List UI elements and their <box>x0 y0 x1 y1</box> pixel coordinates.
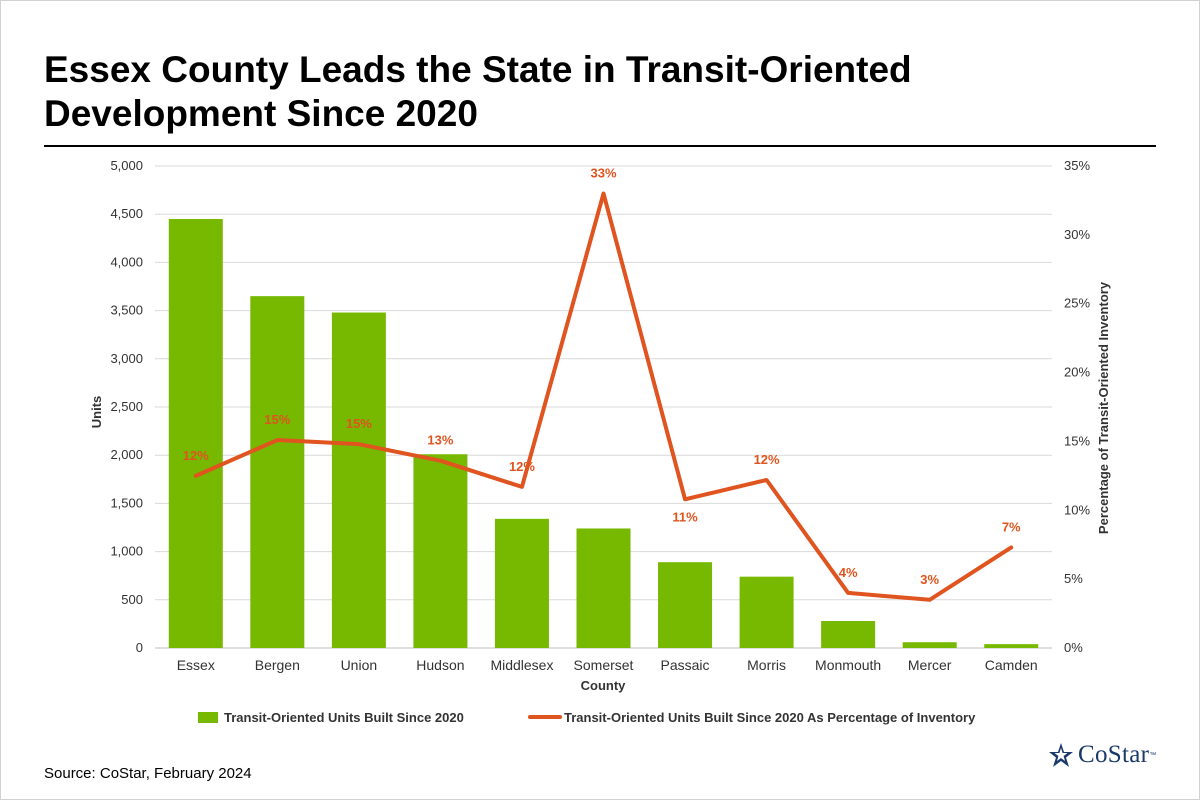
title-divider <box>44 145 1156 147</box>
costar-logo: CoStar ™ <box>1048 738 1156 772</box>
category-label: Middlesex <box>490 657 553 673</box>
y-tick-label: 2,000 <box>110 447 143 462</box>
y-tick-label: 3,000 <box>110 351 143 366</box>
bar-somerset <box>576 528 631 648</box>
bar-essex <box>168 219 223 648</box>
category-label: Essex <box>177 657 215 673</box>
y-tick-label: 3,500 <box>110 303 143 318</box>
y-tick-label: 4,500 <box>110 206 143 221</box>
category-label: Union <box>341 657 378 673</box>
bar-morris <box>739 576 794 648</box>
y2-tick-label: 5% <box>1064 571 1083 586</box>
y-axis-label: Units <box>89 396 104 429</box>
y-tick-label: 1,000 <box>110 544 143 559</box>
y2-tick-label: 10% <box>1064 502 1090 517</box>
line-data-label: 33% <box>590 166 616 181</box>
line-series <box>193 191 1014 602</box>
y-tick-label: 2,500 <box>110 399 143 414</box>
line-data-label: 12% <box>509 459 535 474</box>
logo-trademark: ™ <box>1149 751 1157 759</box>
legend-swatch-bars <box>198 712 218 723</box>
line-data-labels: 12% 15% 15% 13% 12% 33% 11% 12% 4% 3% 7% <box>183 166 1021 587</box>
category-label: Passaic <box>661 657 710 673</box>
y-tick-label: 5,000 <box>110 158 143 173</box>
line-data-label: 13% <box>427 433 453 448</box>
line-data-label: 7% <box>1002 519 1021 534</box>
category-label: Morris <box>747 657 786 673</box>
y-axis-ticks: 0 500 1,000 1,500 2,000 2,500 3,000 3,500 4,000 4… <box>110 158 143 655</box>
percentage-line <box>193 191 1014 602</box>
bar-mercer <box>902 642 957 648</box>
line-data-label: 12% <box>754 452 780 467</box>
y2-tick-label: 35% <box>1064 158 1090 173</box>
legend: Transit-Oriented Units Built Since 2020 … <box>198 710 976 725</box>
y2-tick-label: 30% <box>1064 227 1090 242</box>
category-label: Monmouth <box>815 657 881 673</box>
chart-title: Essex County Leads the State in Transit-… <box>44 49 912 134</box>
y2-tick-label: 20% <box>1064 365 1090 380</box>
category-label: Somerset <box>574 657 634 673</box>
y-tick-label: 1,500 <box>110 495 143 510</box>
bar-monmouth <box>821 621 876 648</box>
bar-passaic <box>658 562 713 648</box>
y-tick-label: 0 <box>136 640 143 655</box>
line-data-label: 12% <box>183 448 209 463</box>
x-axis-categories: Essex Bergen Union Hudson Middlesex Somerset P… <box>177 657 1038 673</box>
bar-union <box>331 312 386 648</box>
bar-bergen <box>250 296 305 648</box>
bar-hudson <box>413 454 468 648</box>
bar-middlesex <box>494 518 549 648</box>
y2-axis-label: Percentage of Transit-Oriented Inventory <box>1096 281 1111 534</box>
y-tick-label: 4,000 <box>110 254 143 269</box>
source-note: Source: CoStar, February 2024 <box>44 765 252 782</box>
category-label: Hudson <box>416 657 464 673</box>
star-icon <box>1049 743 1073 767</box>
line-data-label: 11% <box>672 509 698 524</box>
line-data-label: 4% <box>839 565 858 580</box>
y2-axis-ticks: 0% 5% 10% 15% 20% 25% 30% 35% <box>1064 158 1090 655</box>
category-label: Camden <box>985 657 1038 673</box>
y2-tick-label: 0% <box>1064 640 1083 655</box>
logo-wordmark: CoStar <box>1078 741 1150 768</box>
legend-label-line: Transit-Oriented Units Built Since 2020 … <box>564 710 976 725</box>
line-data-label: 15% <box>346 416 372 431</box>
y2-tick-label: 15% <box>1064 433 1090 448</box>
line-data-label: 15% <box>264 412 290 427</box>
legend-label-bars: Transit-Oriented Units Built Since 2020 <box>224 710 464 725</box>
bar-camden <box>984 644 1039 648</box>
line-data-label: 3% <box>920 572 939 587</box>
x-axis-label: County <box>581 678 627 693</box>
category-label: Mercer <box>908 657 952 673</box>
bar-series <box>168 219 1039 648</box>
category-label: Bergen <box>255 657 300 673</box>
y2-tick-label: 25% <box>1064 296 1090 311</box>
y-tick-label: 500 <box>121 592 143 607</box>
